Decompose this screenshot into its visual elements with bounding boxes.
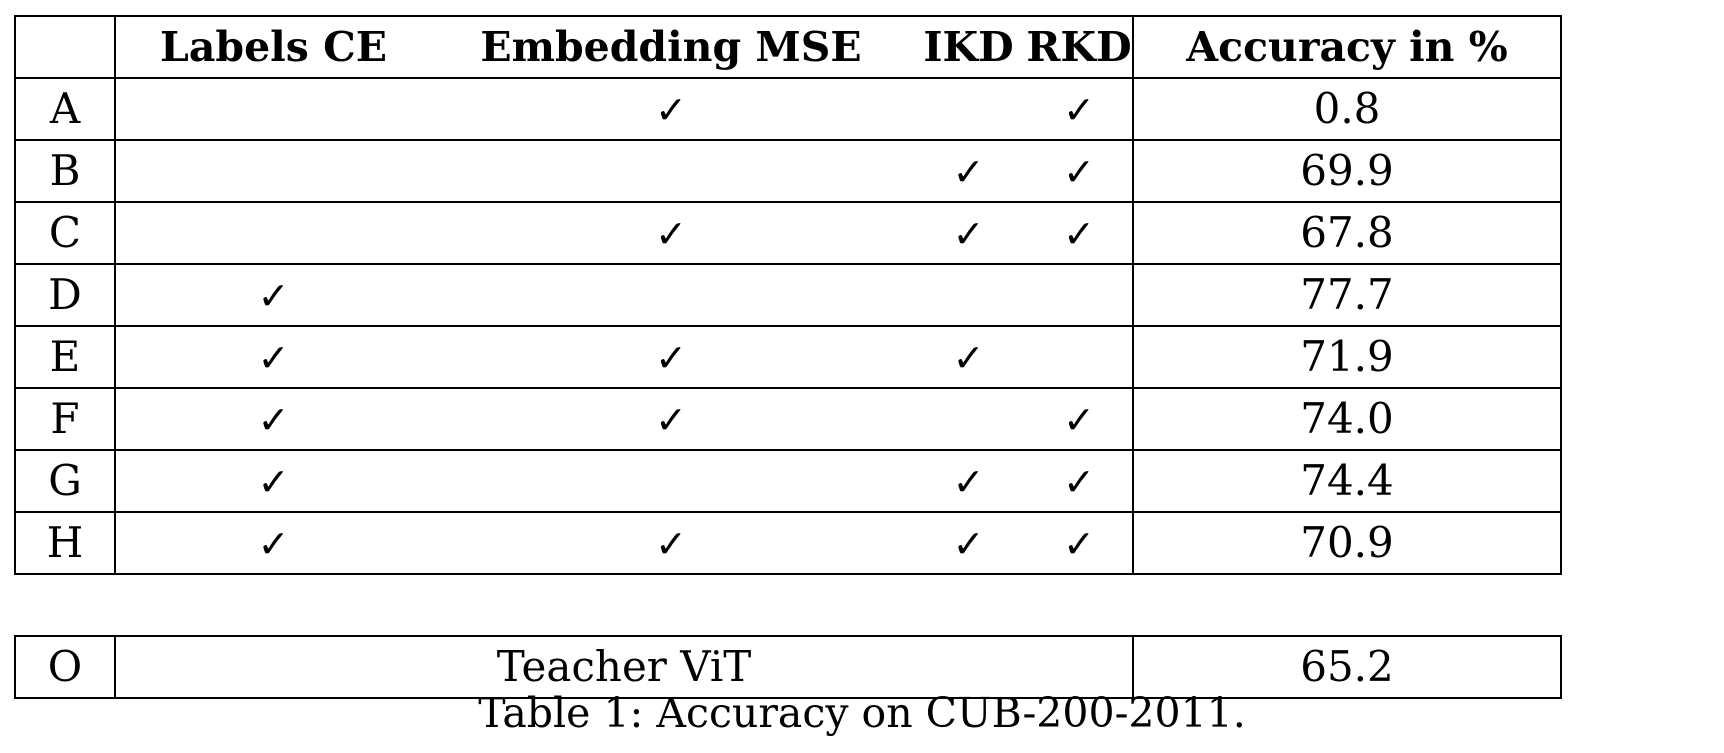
cell-ikd [911, 263, 1026, 327]
cell-embedding-mse: ✓ [431, 387, 911, 451]
table-row: G ✓ ✓ ✓ 74.4 [14, 449, 1562, 513]
checkmark-icon: ✓ [655, 336, 687, 380]
cell-labels-ce [115, 77, 431, 141]
cell-embedding-mse: ✓ [431, 201, 911, 265]
cell-labels-ce: ✓ [115, 511, 431, 575]
table-row: F ✓ ✓ ✓ 74.0 [14, 387, 1562, 451]
cell-labels-ce [115, 201, 431, 265]
checkmark-icon: ✓ [1063, 212, 1095, 256]
cell-rkd: ✓ [1026, 449, 1134, 513]
checkmark-icon: ✓ [1063, 522, 1095, 566]
row-id: D [14, 263, 116, 327]
cell-embedding-mse [431, 449, 911, 513]
header-row: Labels CE Embedding MSE IKD RKD Accuracy… [14, 15, 1562, 79]
table-row: H ✓ ✓ ✓ ✓ 70.9 [14, 511, 1562, 575]
table-row: C ✓ ✓ ✓ 67.8 [14, 201, 1562, 265]
checkmark-icon: ✓ [952, 336, 985, 380]
row-accuracy: 0.8 [1133, 77, 1562, 141]
checkmark-icon: ✓ [952, 522, 985, 566]
baseline-section: O Teacher ViT 65.2 [14, 573, 1562, 699]
cell-ikd [911, 77, 1026, 141]
table-row: E ✓ ✓ ✓ 71.9 [14, 325, 1562, 389]
checkmark-icon: ✓ [655, 88, 687, 132]
cell-labels-ce: ✓ [115, 263, 431, 327]
checkmark-icon: ✓ [257, 398, 290, 442]
cell-embedding-mse: ✓ [431, 325, 911, 389]
row-accuracy: 67.8 [1133, 201, 1562, 265]
row-id: F [14, 387, 116, 451]
row-id: H [14, 511, 116, 575]
header-id [14, 15, 116, 79]
baseline-label: Teacher ViT [115, 635, 1134, 699]
cell-ikd: ✓ [911, 139, 1026, 203]
cell-rkd: ✓ [1026, 139, 1134, 203]
checkmark-icon: ✓ [257, 460, 290, 504]
row-id: B [14, 139, 116, 203]
checkmark-icon: ✓ [655, 398, 687, 442]
spacer-cell [15, 573, 1561, 637]
checkmark-icon: ✓ [1063, 150, 1095, 194]
header-accuracy: Accuracy in % [1133, 15, 1562, 79]
row-accuracy: 70.9 [1133, 511, 1562, 575]
cell-rkd: ✓ [1026, 77, 1134, 141]
table-caption: Table 1: Accuracy on CUB-200-2011. [478, 689, 1246, 737]
checkmark-icon: ✓ [1063, 460, 1095, 504]
section-spacer [15, 573, 1561, 637]
checkmark-icon: ✓ [257, 522, 290, 566]
checkmark-icon: ✓ [952, 150, 985, 194]
cell-labels-ce [115, 139, 431, 203]
checkmark-icon: ✓ [655, 212, 687, 256]
row-id: C [14, 201, 116, 265]
table-row: B ✓ ✓ 69.9 [14, 139, 1562, 203]
cell-embedding-mse: ✓ [431, 511, 911, 575]
cell-rkd: ✓ [1026, 201, 1134, 265]
table-body: A ✓ ✓ 0.8 B ✓ ✓ 69.9 C ✓ ✓ ✓ 67.8 D ✓ 77.7 E ✓ ✓ ✓ 71.9 F ✓ ✓ ✓ 7… [14, 77, 1562, 575]
cell-labels-ce: ✓ [115, 449, 431, 513]
checkmark-icon: ✓ [1063, 398, 1095, 442]
baseline-row: O Teacher ViT 65.2 [14, 635, 1562, 699]
cell-rkd: ✓ [1026, 511, 1134, 575]
checkmark-icon: ✓ [952, 212, 985, 256]
cell-rkd [1026, 263, 1134, 327]
header-rkd: RKD [1026, 15, 1134, 79]
results-table: Labels CE Embedding MSE IKD RKD Accuracy… [14, 15, 1562, 699]
cell-labels-ce: ✓ [115, 387, 431, 451]
cell-embedding-mse [431, 139, 911, 203]
cell-rkd [1026, 325, 1134, 389]
checkmark-icon: ✓ [1063, 88, 1095, 132]
row-accuracy: 69.9 [1133, 139, 1562, 203]
baseline-accuracy: 65.2 [1133, 635, 1562, 699]
cell-ikd: ✓ [911, 201, 1026, 265]
checkmark-icon: ✓ [952, 460, 985, 504]
header-embedding-mse: Embedding MSE [431, 15, 911, 79]
cell-embedding-mse: ✓ [431, 77, 911, 141]
row-id: A [14, 77, 116, 141]
row-id: E [14, 325, 116, 389]
header-labels-ce: Labels CE [115, 15, 431, 79]
checkmark-icon: ✓ [257, 274, 290, 318]
checkmark-icon: ✓ [257, 336, 290, 380]
cell-ikd: ✓ [911, 449, 1026, 513]
cell-embedding-mse [431, 263, 911, 327]
cell-rkd: ✓ [1026, 387, 1134, 451]
row-accuracy: 77.7 [1133, 263, 1562, 327]
cell-ikd: ✓ [911, 325, 1026, 389]
header-ikd: IKD [911, 15, 1026, 79]
cell-ikd [911, 387, 1026, 451]
row-id: G [14, 449, 116, 513]
baseline-id: O [14, 635, 116, 699]
row-accuracy: 71.9 [1133, 325, 1562, 389]
cell-labels-ce: ✓ [115, 325, 431, 389]
checkmark-icon: ✓ [655, 522, 687, 566]
table-row: A ✓ ✓ 0.8 [14, 77, 1562, 141]
cell-ikd: ✓ [911, 511, 1026, 575]
row-accuracy: 74.4 [1133, 449, 1562, 513]
table-row: D ✓ 77.7 [14, 263, 1562, 327]
row-accuracy: 74.0 [1133, 387, 1562, 451]
